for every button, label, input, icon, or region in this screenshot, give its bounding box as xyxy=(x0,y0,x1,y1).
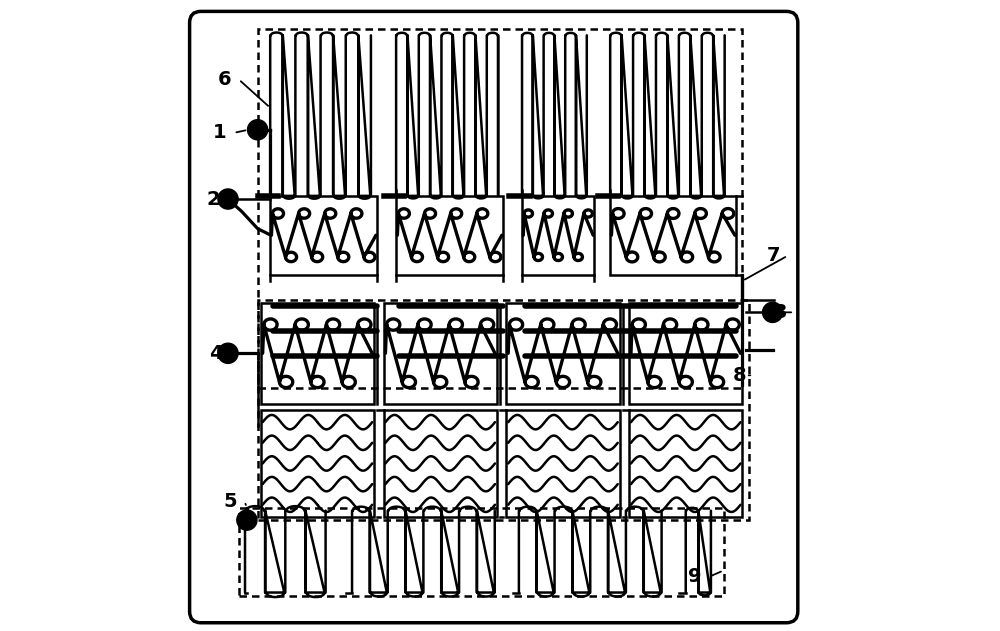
Circle shape xyxy=(763,302,783,322)
Circle shape xyxy=(248,120,268,140)
Text: 2: 2 xyxy=(207,189,220,208)
Circle shape xyxy=(218,343,238,363)
Bar xyxy=(270,196,377,274)
Bar xyxy=(384,410,497,517)
Bar xyxy=(384,303,497,404)
Bar xyxy=(629,303,742,404)
Bar xyxy=(258,300,749,520)
Bar xyxy=(261,303,374,404)
Bar xyxy=(610,196,736,274)
Text: 1: 1 xyxy=(213,124,227,143)
Text: 8: 8 xyxy=(732,366,746,385)
Bar xyxy=(396,196,503,274)
Bar xyxy=(629,410,742,517)
Text: 9: 9 xyxy=(688,567,702,586)
Bar xyxy=(239,507,724,596)
Bar xyxy=(506,410,620,517)
Text: 3: 3 xyxy=(773,303,787,322)
Bar xyxy=(258,29,742,388)
Circle shape xyxy=(218,189,238,209)
Text: 5: 5 xyxy=(224,492,237,510)
Bar xyxy=(261,410,374,517)
Text: 4: 4 xyxy=(209,344,222,363)
FancyBboxPatch shape xyxy=(190,11,798,623)
Bar xyxy=(522,196,594,274)
Bar xyxy=(506,303,620,404)
Text: 7: 7 xyxy=(767,246,781,265)
Circle shape xyxy=(237,510,257,530)
Text: 6: 6 xyxy=(218,70,232,89)
